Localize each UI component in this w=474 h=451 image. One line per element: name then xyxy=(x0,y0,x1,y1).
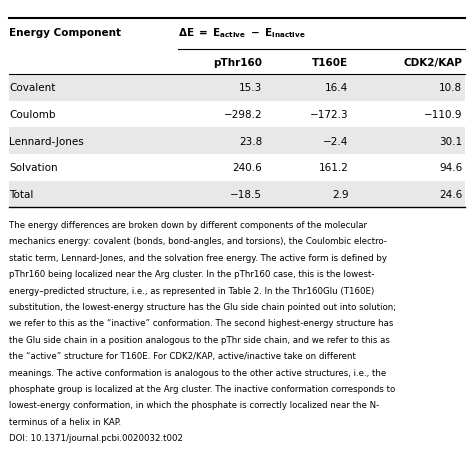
Bar xyxy=(9,101,465,128)
Bar xyxy=(9,181,465,208)
Text: 15.3: 15.3 xyxy=(239,83,262,93)
Text: 94.6: 94.6 xyxy=(439,163,462,173)
Text: substitution, the lowest-energy structure has the Glu side chain pointed out int: substitution, the lowest-energy structur… xyxy=(9,302,397,311)
Text: we refer to this as the “inactive” conformation. The second highest-energy struc: we refer to this as the “inactive” confo… xyxy=(9,319,394,327)
Text: the Glu side chain in a position analogous to the pThr side chain, and we refer : the Glu side chain in a position analogo… xyxy=(9,335,391,344)
Text: phosphate group is localized at the Arg cluster. The inactive conformation corre: phosphate group is localized at the Arg … xyxy=(9,384,396,393)
Text: −110.9: −110.9 xyxy=(424,110,462,120)
Text: pThr160: pThr160 xyxy=(213,58,262,68)
Text: DOI: 10.1371/journal.pcbi.0020032.t002: DOI: 10.1371/journal.pcbi.0020032.t002 xyxy=(9,433,183,442)
Text: 16.4: 16.4 xyxy=(325,83,348,93)
Text: meanings. The active conformation is analogous to the other active structures, i: meanings. The active conformation is ana… xyxy=(9,368,387,377)
Text: Solvation: Solvation xyxy=(9,163,58,173)
Bar xyxy=(9,128,465,155)
Bar xyxy=(9,75,465,101)
Bar xyxy=(9,155,465,181)
Text: Covalent: Covalent xyxy=(9,83,56,93)
Text: −2.4: −2.4 xyxy=(323,136,348,147)
Text: 161.2: 161.2 xyxy=(319,163,348,173)
Text: Total: Total xyxy=(9,190,34,200)
Text: terminus of a helix in KAP.: terminus of a helix in KAP. xyxy=(9,417,122,426)
Text: Lennard-Jones: Lennard-Jones xyxy=(9,136,84,147)
Text: 240.6: 240.6 xyxy=(232,163,262,173)
Text: energy–predicted structure, i.e., as represented in Table 2. In the Thr160Glu (T: energy–predicted structure, i.e., as rep… xyxy=(9,286,375,295)
Text: mechanics energy: covalent (bonds, bond-angles, and torsions), the Coulombic ele: mechanics energy: covalent (bonds, bond-… xyxy=(9,237,387,246)
Text: $\bf{\Delta E\ =\ E_{active}\ -\ E_{inactive}}$: $\bf{\Delta E\ =\ E_{active}\ -\ E_{inac… xyxy=(178,27,305,40)
Text: Coulomb: Coulomb xyxy=(9,110,56,120)
Text: 10.8: 10.8 xyxy=(439,83,462,93)
Text: −172.3: −172.3 xyxy=(310,110,348,120)
Text: 30.1: 30.1 xyxy=(439,136,462,147)
Text: CDK2/KAP: CDK2/KAP xyxy=(403,58,462,68)
Text: pThr160 being localized near the Arg cluster. In the pThr160 case, this is the l: pThr160 being localized near the Arg clu… xyxy=(9,270,375,279)
Text: 23.8: 23.8 xyxy=(239,136,262,147)
Text: −18.5: −18.5 xyxy=(230,190,262,200)
Text: T160E: T160E xyxy=(312,58,348,68)
Text: lowest-energy conformation, in which the phosphate is correctly localized near t: lowest-energy conformation, in which the… xyxy=(9,400,380,410)
Text: 24.6: 24.6 xyxy=(439,190,462,200)
Text: the “active” structure for T160E. For CDK2/KAP, active/inactive take on differen: the “active” structure for T160E. For CD… xyxy=(9,351,356,360)
Text: static term, Lennard-Jones, and the solvation free energy. The active form is de: static term, Lennard-Jones, and the solv… xyxy=(9,253,387,262)
Text: −298.2: −298.2 xyxy=(223,110,262,120)
Text: 2.9: 2.9 xyxy=(332,190,348,200)
Text: Energy Component: Energy Component xyxy=(9,28,121,38)
Text: The energy differences are broken down by different components of the molecular: The energy differences are broken down b… xyxy=(9,221,367,230)
